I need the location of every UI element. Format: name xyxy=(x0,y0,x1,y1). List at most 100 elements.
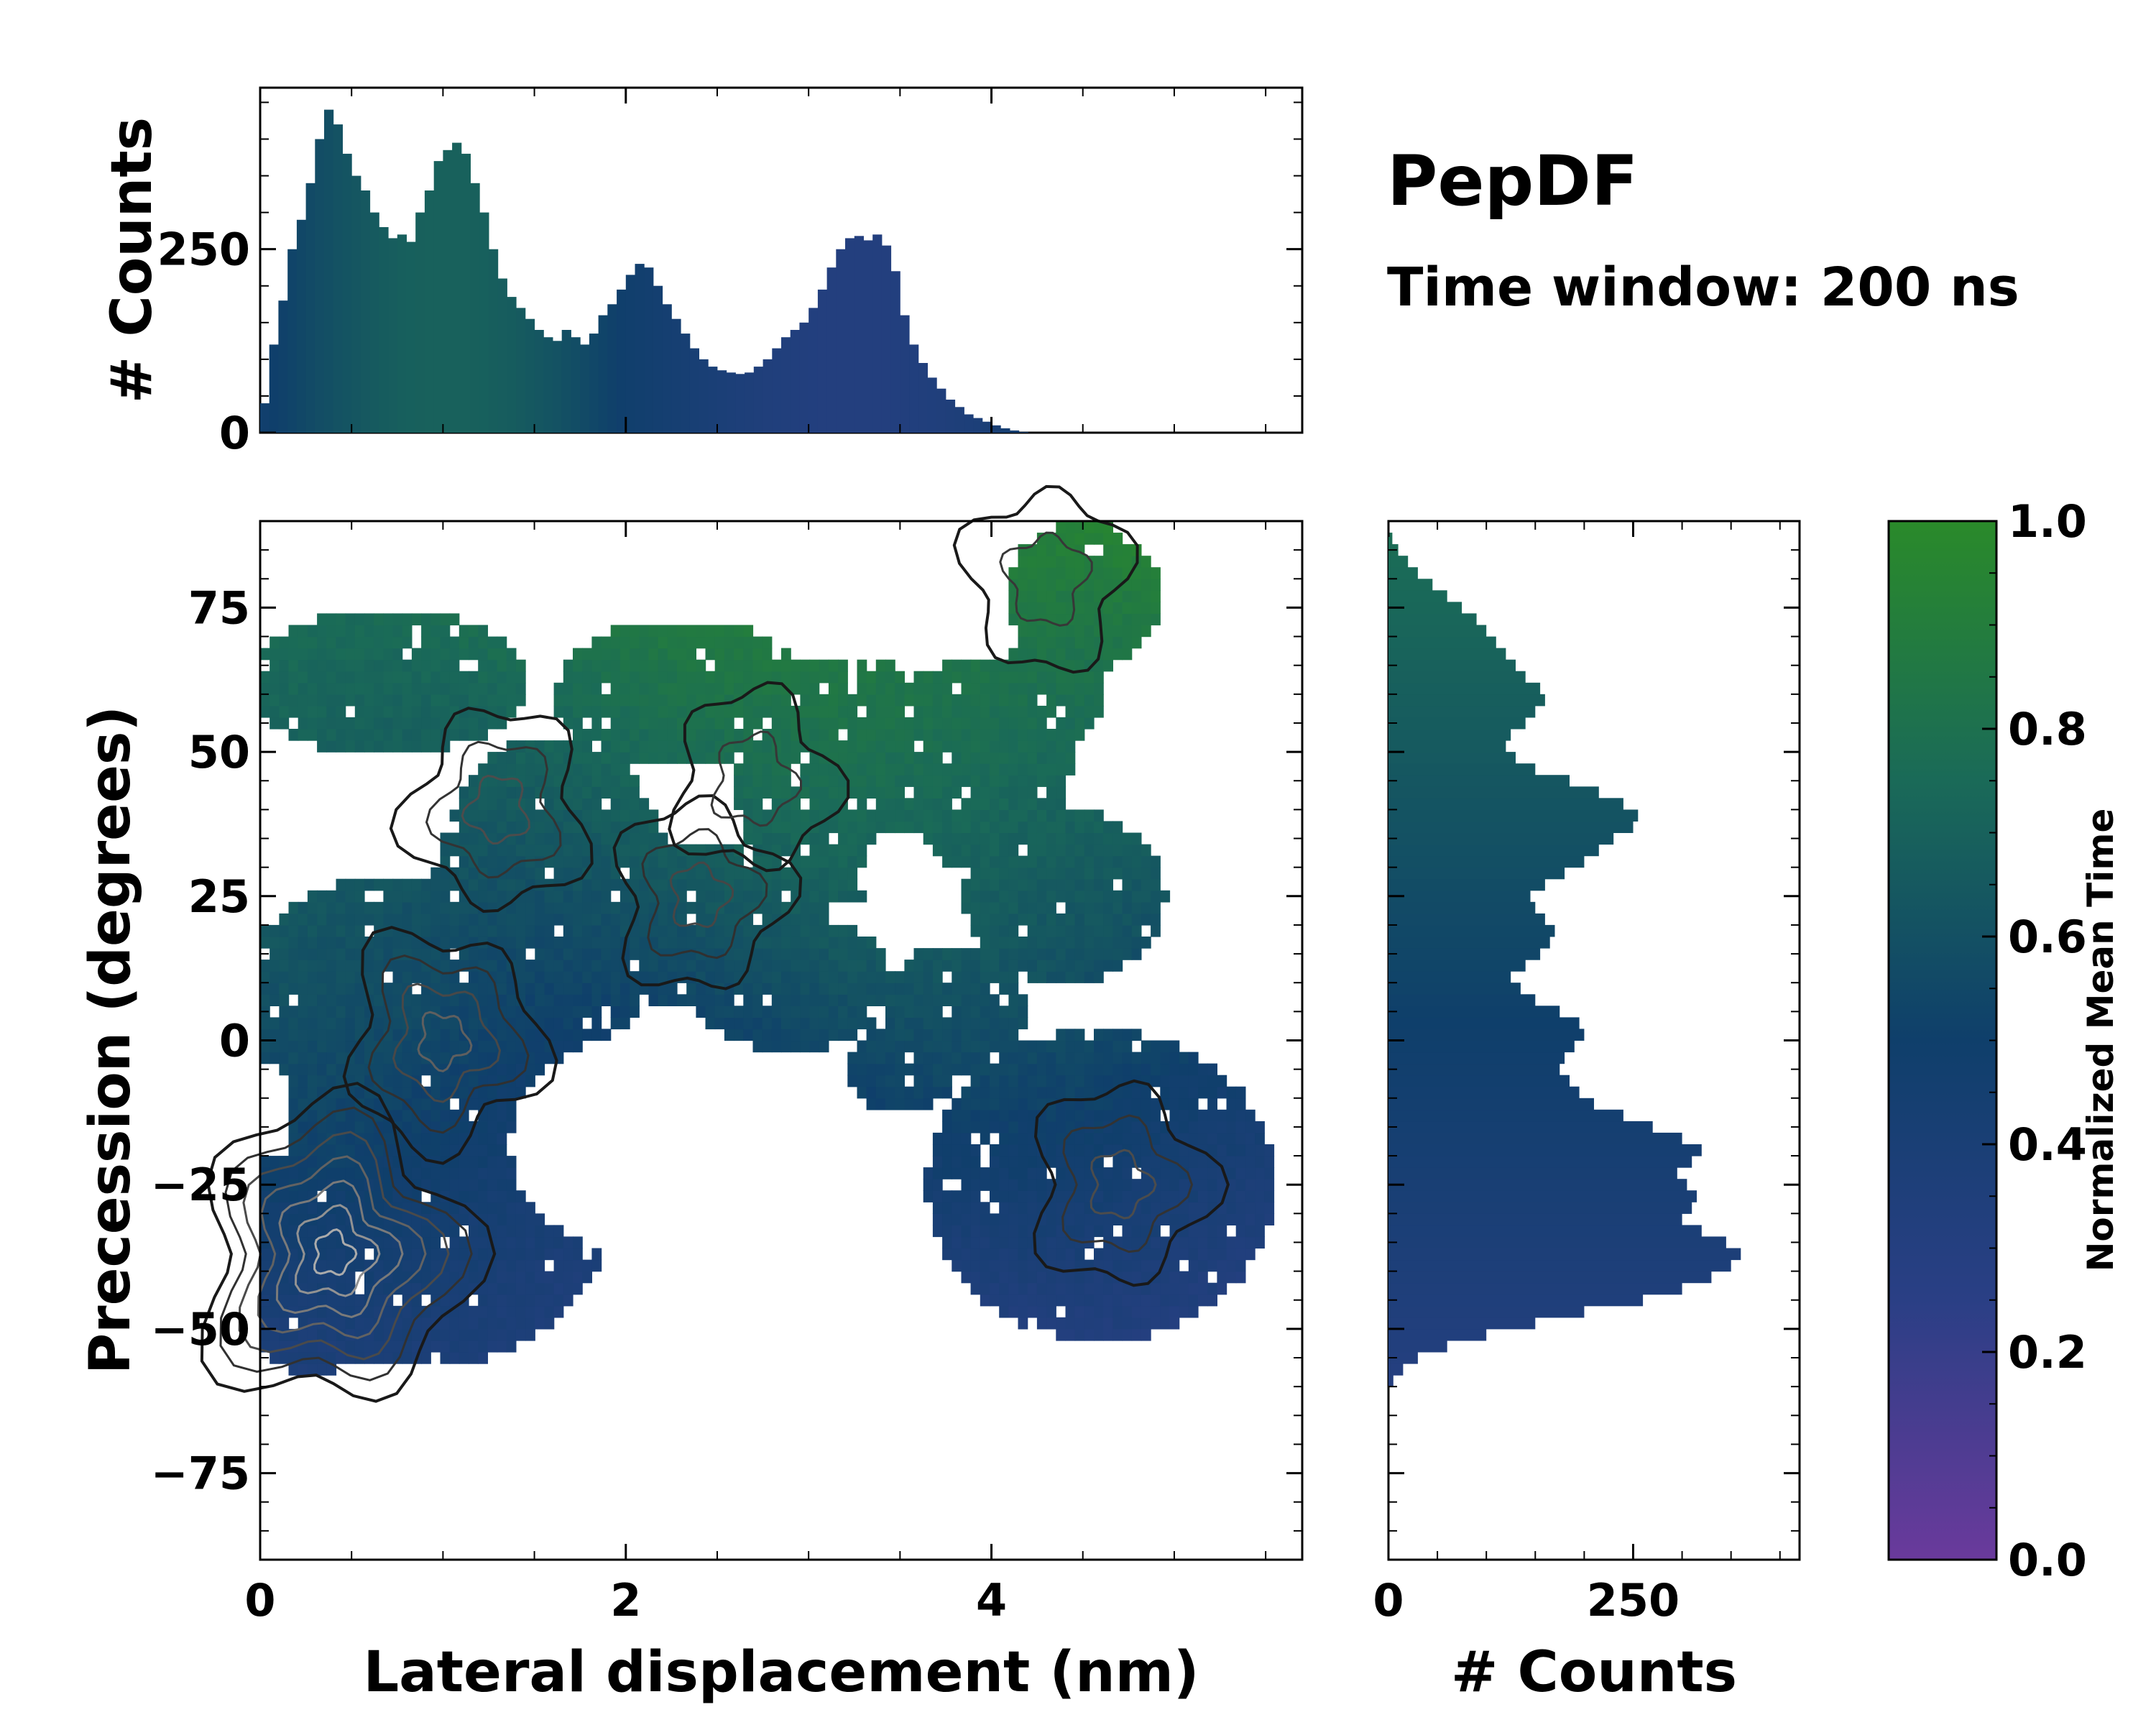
heatmap-cell xyxy=(459,1086,469,1099)
heatmap-cell xyxy=(573,855,583,868)
heatmap-cell xyxy=(1074,924,1085,937)
heatmap-cell xyxy=(336,948,346,960)
heatmap-cell xyxy=(459,890,469,903)
heatmap-cell xyxy=(317,613,327,626)
heatmap-cell xyxy=(1056,613,1067,626)
heatmap-cell xyxy=(591,821,602,834)
heatmap-cell xyxy=(430,1225,441,1238)
heatmap-cell xyxy=(724,659,734,672)
heatmap-cell xyxy=(440,878,451,891)
right-hist-bar xyxy=(1388,1052,1565,1064)
heatmap-cell xyxy=(885,740,895,753)
heatmap-cell xyxy=(970,913,981,926)
heatmap-cell xyxy=(326,1017,337,1030)
top-hist-bar xyxy=(1010,430,1020,433)
heatmap-cell xyxy=(279,1063,290,1076)
heatmap-cell xyxy=(440,924,451,937)
heatmap-cell xyxy=(619,659,630,672)
heatmap-cell xyxy=(317,1305,327,1318)
heatmap-cell xyxy=(724,1006,734,1018)
heatmap-cell xyxy=(734,763,744,776)
heatmap-cell xyxy=(1084,717,1095,730)
heatmap-cell xyxy=(1027,590,1038,602)
heatmap-cell xyxy=(279,1352,290,1364)
heatmap-cell xyxy=(1065,1271,1076,1284)
heatmap-cell xyxy=(828,1029,839,1041)
heatmap-cell xyxy=(1235,1156,1246,1168)
heatmap-cell xyxy=(1141,1328,1151,1341)
heatmap-cell xyxy=(525,1294,535,1307)
heatmap-cell xyxy=(1160,1317,1171,1330)
heatmap-cell xyxy=(1074,1317,1085,1330)
heatmap-cell xyxy=(1074,671,1085,684)
heatmap-cell xyxy=(288,648,299,661)
heatmap-cell xyxy=(1103,625,1113,638)
heatmap-cell xyxy=(904,682,915,695)
heatmap-cell xyxy=(857,752,867,764)
heatmap-cell xyxy=(515,844,526,857)
top-hist-bar xyxy=(388,238,398,433)
heatmap-cell xyxy=(506,1040,517,1053)
heatmap-cell xyxy=(345,913,356,926)
heatmap-cell xyxy=(478,913,488,926)
heatmap-cell xyxy=(828,740,839,753)
heatmap-cell xyxy=(1207,1190,1217,1202)
heatmap-cell xyxy=(952,1017,962,1030)
heatmap-cell xyxy=(573,1259,583,1272)
heatmap-cell xyxy=(288,1363,299,1376)
heatmap-cell xyxy=(535,1236,545,1249)
top-hist-bar xyxy=(635,264,645,433)
heatmap-cell xyxy=(743,625,754,638)
heatmap-cell xyxy=(961,1271,972,1284)
heatmap-cell xyxy=(515,867,526,880)
heatmap-cell xyxy=(1027,913,1038,926)
heatmap-cell xyxy=(781,983,791,995)
heatmap-cell xyxy=(980,960,990,972)
heatmap-cell xyxy=(1151,1156,1161,1168)
heatmap-cell xyxy=(317,636,327,649)
heatmap-cell xyxy=(752,971,763,983)
heatmap-cell xyxy=(952,1156,962,1168)
right-hist-bar xyxy=(1388,613,1477,625)
right-hist-bar xyxy=(1388,971,1511,983)
heatmap-cell xyxy=(913,775,924,787)
heatmap-cell xyxy=(1056,625,1067,638)
heatmap-cell xyxy=(563,983,573,995)
heatmap-cell xyxy=(923,1190,934,1202)
heatmap-cell xyxy=(1188,1236,1199,1249)
heatmap-cell xyxy=(336,1052,346,1064)
right-hist-bar xyxy=(1388,579,1433,591)
heatmap-cell xyxy=(1169,1086,1180,1099)
heatmap-cell xyxy=(1255,1144,1265,1156)
heatmap-cell xyxy=(535,867,545,880)
heatmap-cell xyxy=(449,659,460,672)
heatmap-cell xyxy=(582,775,592,787)
heatmap-cell xyxy=(307,1294,318,1307)
heatmap-cell xyxy=(961,1029,972,1041)
heatmap-cell xyxy=(326,983,337,995)
heatmap-cell xyxy=(497,1144,507,1156)
heatmap-cell xyxy=(279,694,290,707)
heatmap-cell xyxy=(875,994,886,1006)
heatmap-cell xyxy=(307,1109,318,1122)
heatmap-cell xyxy=(515,1236,526,1249)
heatmap-cell xyxy=(506,937,517,949)
heatmap-cell xyxy=(932,1029,943,1041)
heatmap-cell xyxy=(497,705,507,718)
heatmap-cell xyxy=(762,682,773,695)
right-hist-bar xyxy=(1388,1317,1536,1330)
heatmap-cell xyxy=(383,937,394,949)
heatmap-cell xyxy=(1065,740,1076,753)
heatmap-cell xyxy=(298,1144,308,1156)
heatmap-cell xyxy=(714,913,725,926)
heatmap-cell xyxy=(1065,1225,1076,1238)
heatmap-cell xyxy=(1084,878,1095,891)
heatmap-cell xyxy=(847,821,858,834)
heatmap-cell xyxy=(364,1317,374,1330)
heatmap-cell xyxy=(875,798,886,810)
top-hist-bar xyxy=(516,308,526,433)
right-hist-xtick-label: 250 xyxy=(1587,1574,1680,1627)
heatmap-cell xyxy=(952,1259,962,1272)
top-hist-bar xyxy=(918,363,928,433)
heatmap-cell xyxy=(1141,1259,1151,1272)
